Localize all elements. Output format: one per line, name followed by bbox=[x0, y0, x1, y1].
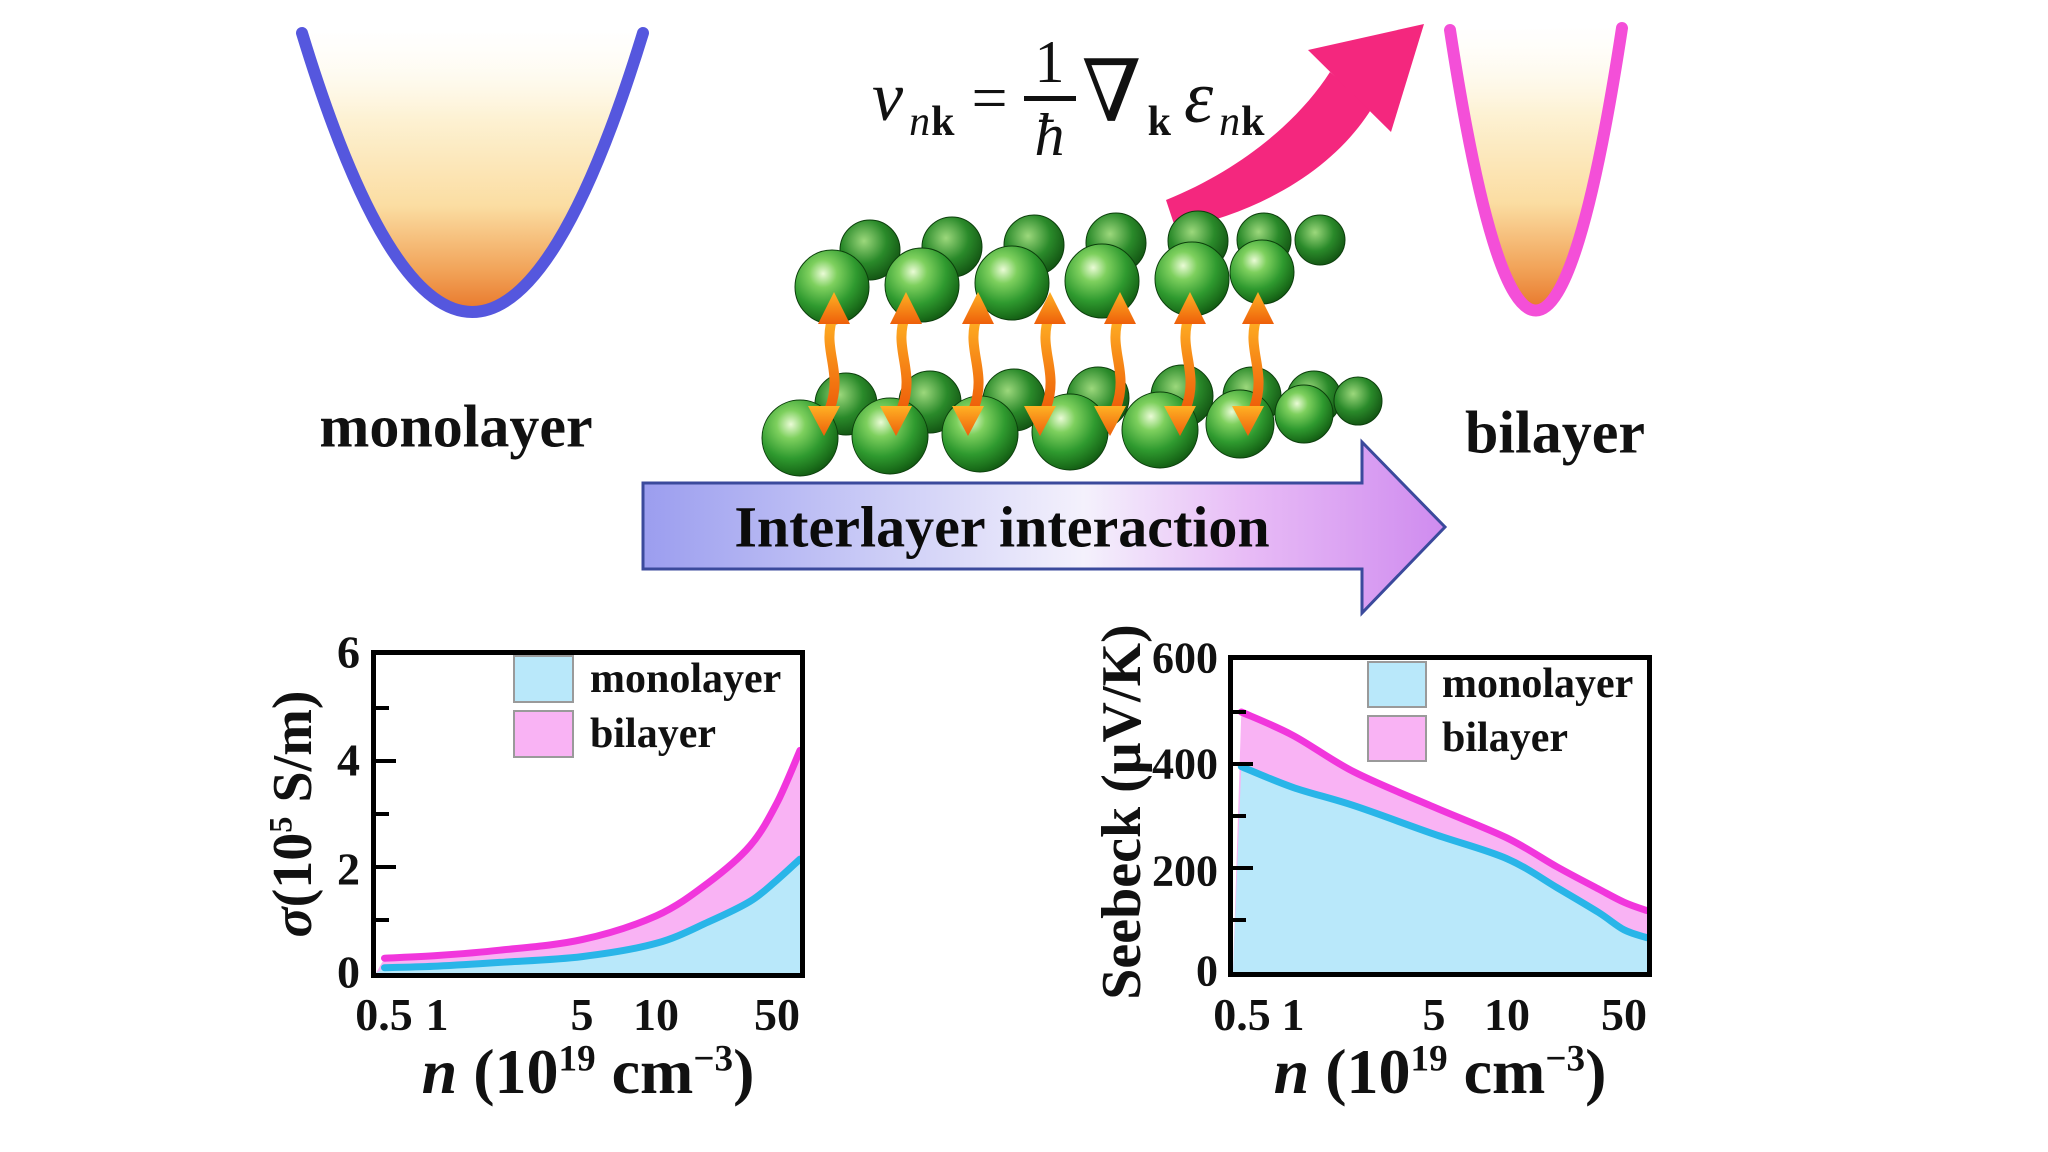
sigma-xtick-1: 1 bbox=[425, 989, 449, 1040]
legend-label-bilayer: bilayer bbox=[1442, 715, 1568, 761]
seebeck-x-axis-title: n (1019 cm−3) bbox=[1273, 1036, 1607, 1107]
nabla-operator: ∇ bbox=[1081, 44, 1142, 140]
crystal-bilayer-illustration bbox=[761, 210, 1383, 477]
conductivity-plot-canvas bbox=[376, 706, 800, 973]
seebeck-y-axis-title: Seebeck (μV/K) bbox=[1091, 624, 1153, 1000]
seebeck-ytick-200: 200 bbox=[1152, 846, 1218, 896]
seebeck-ytick-0: 0 bbox=[1196, 946, 1218, 996]
momentum-arrow bbox=[1166, 24, 1424, 230]
interlayer-arrow bbox=[641, 438, 1448, 617]
sigma-xtick-5: 5 bbox=[570, 989, 594, 1040]
legend-swatch-monolayer bbox=[1367, 661, 1427, 708]
equation-fraction: 1 ħ bbox=[1023, 28, 1076, 168]
band-parabola-bilayer bbox=[1444, 22, 1628, 317]
fraction-denominator-hbar: ħ bbox=[1034, 101, 1065, 168]
legend-swatch-bilayer bbox=[513, 710, 574, 758]
legend-label-monolayer: monolayer bbox=[1442, 661, 1634, 707]
seebeck-ytick-600: 600 bbox=[1152, 633, 1218, 683]
sigma-xtick-05: 0.5 bbox=[355, 989, 413, 1040]
seebeck-plot-area bbox=[1228, 655, 1652, 977]
sigma-ytick-4: 4 bbox=[337, 734, 360, 786]
epsilon-subscript: nk bbox=[1219, 99, 1266, 145]
fraction-bar bbox=[1023, 95, 1076, 101]
seebeck-ytick-400: 400 bbox=[1152, 739, 1218, 789]
fraction-numerator: 1 bbox=[1034, 28, 1065, 95]
legend-swatch-monolayer bbox=[513, 655, 574, 703]
equals-sign: = bbox=[971, 62, 1008, 133]
legend-swatch-bilayer bbox=[1367, 715, 1427, 762]
interlayer-arrow-label: Interlayer interaction bbox=[734, 494, 1270, 560]
sigma-x-axis-title: n (1019 cm−3) bbox=[421, 1036, 755, 1107]
equation-v-subscript: nk bbox=[909, 99, 956, 145]
sigma-ytick-0: 0 bbox=[337, 946, 360, 998]
velocity-equation: v nk = 1 ħ ∇ k ε nk bbox=[872, 18, 1265, 178]
epsilon-symbol: ε bbox=[1183, 57, 1214, 139]
legend-label-bilayer: bilayer bbox=[590, 711, 716, 757]
legend-label-monolayer: monolayer bbox=[590, 656, 782, 702]
sigma-y-axis-title: σ(105 S/m) bbox=[262, 690, 324, 938]
sigma-ytick-6: 6 bbox=[337, 626, 360, 678]
sigma-xtick-10: 10 bbox=[633, 989, 679, 1040]
seebeck-xtick-05: 0.5 bbox=[1213, 989, 1271, 1040]
monolayer-caption: monolayer bbox=[319, 393, 593, 460]
seebeck-xtick-10: 10 bbox=[1484, 989, 1530, 1040]
seebeck-xtick-1: 1 bbox=[1281, 989, 1305, 1040]
nabla-subscript: k bbox=[1147, 99, 1172, 145]
sigma-xtick-50: 50 bbox=[754, 989, 800, 1040]
band-parabola-monolayer bbox=[296, 27, 649, 318]
equation-v: v bbox=[872, 59, 904, 136]
bilayer-caption: bilayer bbox=[1465, 399, 1645, 466]
seebeck-xtick-50: 50 bbox=[1601, 989, 1647, 1040]
seebeck-xtick-5: 5 bbox=[1422, 989, 1446, 1040]
seebeck-plot-canvas bbox=[1233, 708, 1647, 972]
sigma-ytick-2: 2 bbox=[337, 843, 360, 895]
conductivity-plot-area bbox=[371, 650, 805, 978]
interaction-arrows-icon bbox=[808, 292, 1274, 436]
